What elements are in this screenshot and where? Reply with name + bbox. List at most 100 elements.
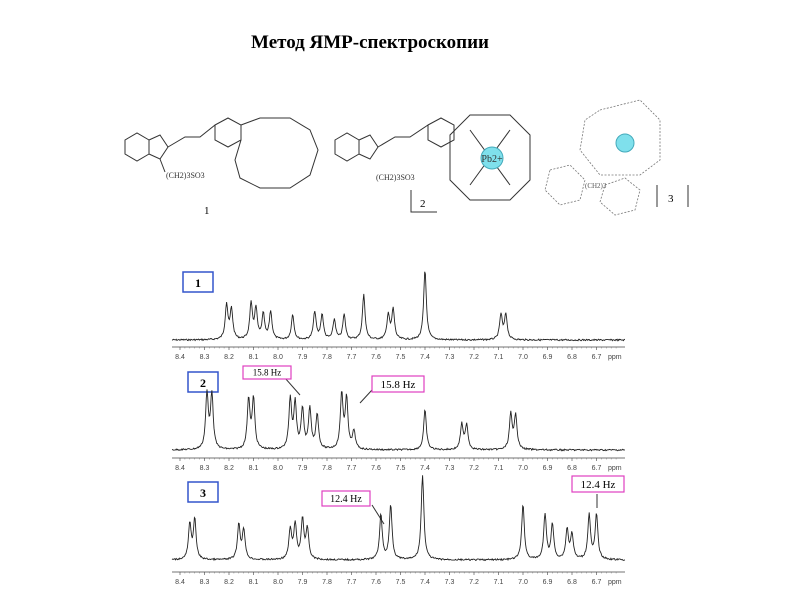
axis-tick-label: 6.7 [592, 465, 602, 472]
axis-tick-label: 6.9 [543, 579, 553, 586]
spectrum-trace [171, 271, 625, 342]
annotation: 15.8 Hz [381, 379, 416, 391]
axis-tick-label: 7.6 [371, 579, 381, 586]
spectrum-label-box [187, 481, 219, 503]
axis-tick-label: 8.3 [200, 354, 210, 361]
axis-tick-label: 8.0 [273, 465, 283, 472]
axis-tick-label: 6.9 [543, 465, 553, 472]
arrow [371, 504, 385, 525]
arrow [359, 389, 373, 404]
crown [449, 114, 531, 201]
axis-tick-label: 7.6 [371, 354, 381, 361]
axis-tick-label: 7.9 [298, 579, 308, 586]
axis-unit: ppm [608, 579, 622, 586]
axis-tick-label: 7.2 [469, 354, 479, 361]
axis-tick-label: 6.8 [567, 354, 577, 361]
axis-tick-label: 8.2 [224, 465, 234, 472]
spectrum-label: 1 [195, 276, 201, 290]
bond [159, 158, 166, 173]
axis-tick-label: 7.6 [371, 465, 381, 472]
axis-tick-label: 6.9 [543, 354, 553, 361]
axis-tick-label: 7.9 [298, 354, 308, 361]
axis-tick-label: 7.2 [469, 465, 479, 472]
spectrum-trace [171, 389, 626, 452]
axis-tick-label: 6.7 [592, 354, 602, 361]
axis-tick-label: 7.4 [420, 579, 430, 586]
substituent: (CH2)3SO3 [166, 171, 205, 180]
annotation-box [242, 365, 292, 380]
axis-tick-label: 7.1 [494, 354, 504, 361]
axis-tick-label: 7.2 [469, 579, 479, 586]
axis-tick-label: 8.1 [249, 465, 259, 472]
axis-tick-label: 8.3 [200, 579, 210, 586]
annotation-box [571, 475, 625, 493]
bond [167, 124, 216, 148]
axis-tick-label: 7.4 [420, 354, 430, 361]
annotation-box [321, 490, 371, 507]
axis-tick-label: 8.4 [175, 579, 185, 586]
axis-unit: ppm [608, 354, 622, 361]
structure-label: 1 [204, 205, 210, 217]
axis-tick-label: 7.5 [396, 465, 406, 472]
axis-tick-label: 7.3 [445, 579, 455, 586]
ring [148, 134, 169, 160]
axis-tick-label: 7.7 [347, 579, 357, 586]
ring [427, 117, 455, 148]
annotation: 15.8 Hz [253, 368, 282, 378]
ring [124, 132, 150, 162]
ring [544, 164, 586, 206]
structure-1: (CH2)3SO3 1 [124, 117, 319, 217]
axis-unit: ppm [608, 465, 622, 472]
axis-tick-label: 8.4 [175, 465, 185, 472]
bracket [410, 190, 437, 213]
axis-tick-label: 7.7 [347, 465, 357, 472]
arrows [284, 377, 598, 525]
axis-tick-label: 8.4 [175, 354, 185, 361]
axis-tick-label: 7.8 [322, 465, 332, 472]
axis-tick-label: 7.7 [347, 354, 357, 361]
ring [358, 134, 379, 160]
axis-tick-label: 7.4 [420, 465, 430, 472]
annotation-box [371, 375, 425, 393]
axis-tick-label: 8.2 [224, 354, 234, 361]
axis-tick-label: 6.8 [567, 579, 577, 586]
bond [377, 124, 429, 148]
axis-tick-label: 8.3 [200, 465, 210, 472]
axis-tick-label: 7.9 [298, 465, 308, 472]
axis-tick-label: 7.1 [494, 465, 504, 472]
spectrum-trace [171, 475, 626, 562]
ring [334, 132, 360, 162]
axis-tick-label: 7.3 [445, 465, 455, 472]
annotation: 12.4 Hz [581, 479, 616, 491]
crown [234, 117, 319, 189]
ring [599, 177, 641, 216]
axis-tick-label: 6.8 [567, 465, 577, 472]
ion [480, 146, 504, 170]
axis-tick-label: 7.5 [396, 579, 406, 586]
crown [579, 99, 661, 176]
substituent: (CH2)3SO3 [376, 173, 415, 182]
ion [615, 133, 635, 153]
spectrum-label: 2 [200, 376, 206, 390]
spectrum-label: 3 [200, 486, 206, 500]
substituent: (CH2)3 [585, 182, 607, 190]
axis-tick-label: 8.2 [224, 579, 234, 586]
axis-tick-label: 7.5 [396, 354, 406, 361]
axis-tick-label: 7.8 [322, 579, 332, 586]
structure-3: (CH2)3 3 [544, 99, 689, 216]
axis-tick-label: 7.1 [494, 579, 504, 586]
axis-tick-label: 7.0 [518, 579, 528, 586]
axis-tick-label: 8.0 [273, 579, 283, 586]
axis-tick-label: 7.8 [322, 354, 332, 361]
axis-tick-label: 8.1 [249, 579, 259, 586]
spectrum-label-box [182, 271, 214, 293]
axis-tick-label: 6.7 [592, 579, 602, 586]
ion-label: Pb2+ [481, 154, 503, 165]
arrow [284, 377, 301, 396]
axis-tick-label: 8.0 [273, 354, 283, 361]
structure-label: 3 [668, 193, 674, 205]
title: Метод ЯМР-спектроскопии [251, 32, 489, 53]
spectrum-label-box [187, 371, 219, 393]
annotation: 12.4 Hz [330, 494, 362, 505]
